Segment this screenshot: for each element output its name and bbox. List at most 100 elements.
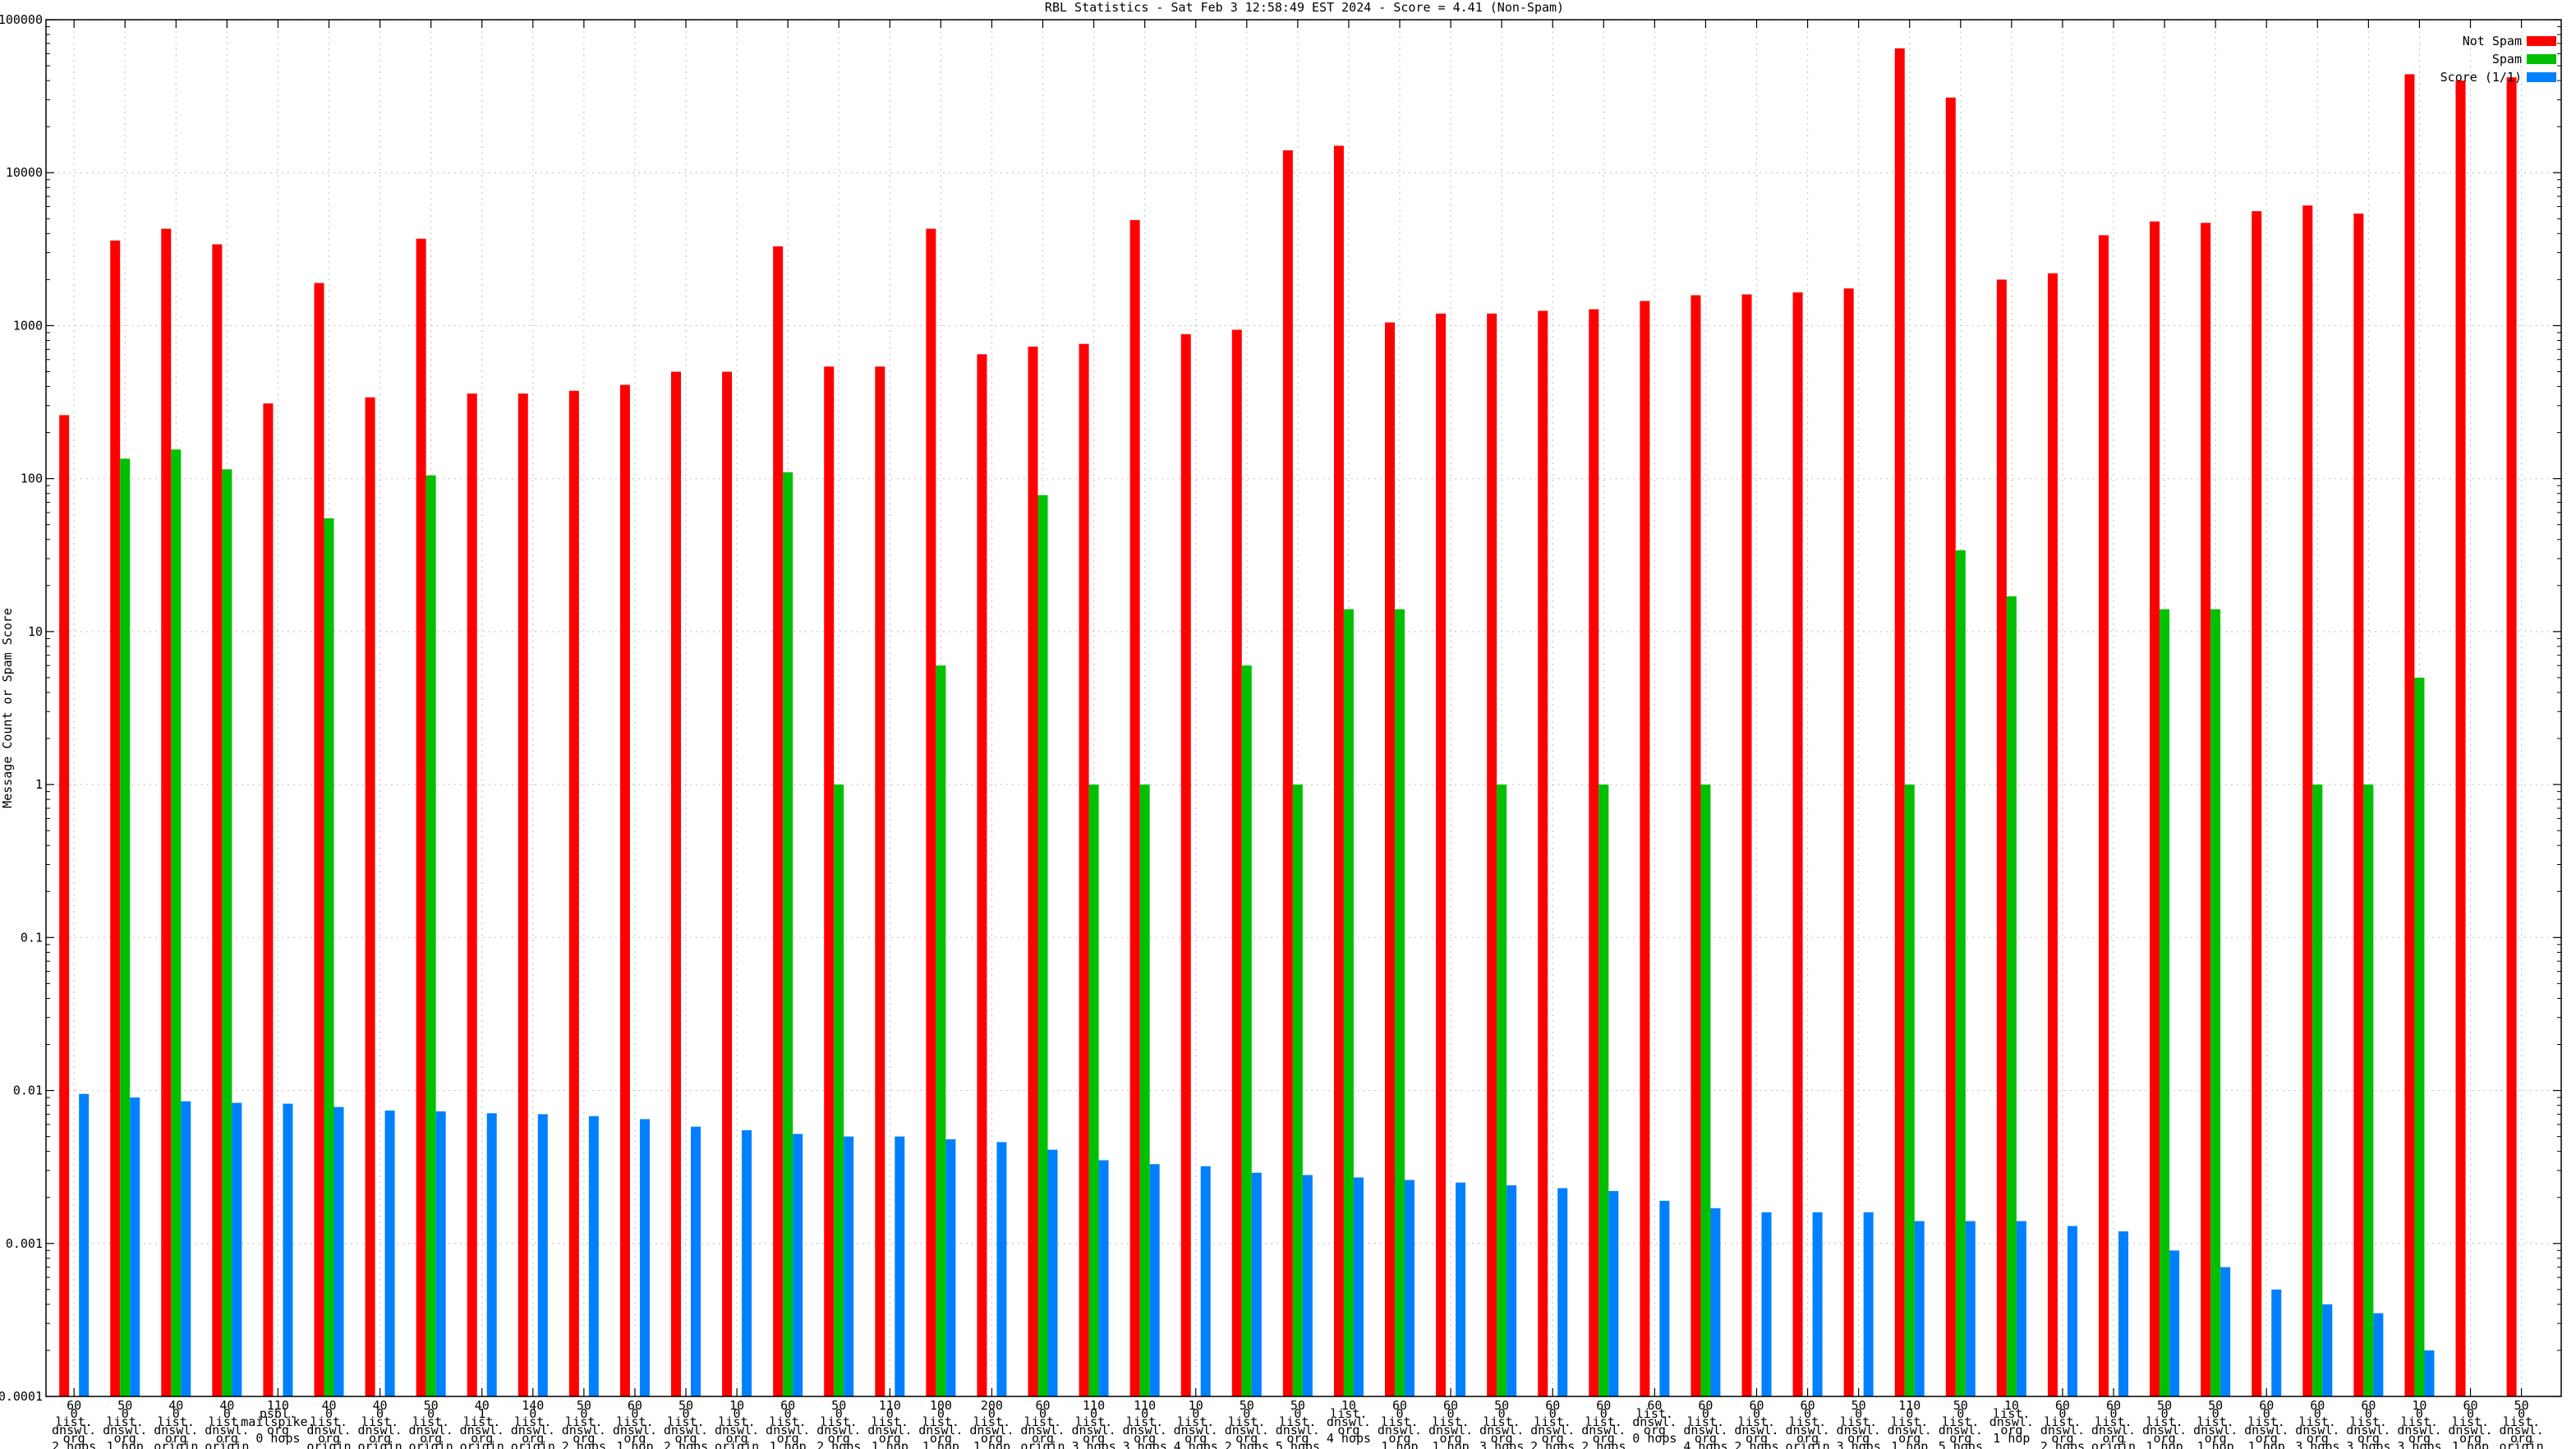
- x-tick-label: dnswl.: [1378, 1423, 1422, 1438]
- x-tick-label: 2 hops: [816, 1439, 861, 1449]
- x-tick-label: 60: [628, 1398, 642, 1413]
- x-tick-label: 40: [168, 1398, 183, 1413]
- x-tick-label: dnswl.: [816, 1423, 861, 1438]
- bar-not-spam: [2099, 235, 2109, 1396]
- x-tick-label: 0: [682, 1406, 689, 1421]
- bar-not-spam: [1945, 97, 1956, 1397]
- bar-score: [334, 1106, 344, 1396]
- x-tick-label: list.: [1126, 1414, 1163, 1429]
- x-tick-label: org: [1388, 1431, 1410, 1446]
- bar-not-spam: [2455, 80, 2466, 1397]
- x-tick-label: 0: [1192, 1406, 1199, 1421]
- x-tick-label: 60: [1749, 1398, 1764, 1413]
- legend-swatch: [2527, 54, 2556, 64]
- x-tick-label: org: [2000, 1423, 2022, 1438]
- x-tick-label: 0: [1396, 1406, 1403, 1421]
- x-tick-label: 0: [1447, 1406, 1455, 1421]
- x-tick-label: list.: [821, 1414, 858, 1429]
- x-tick-label: 0 hops: [255, 1431, 300, 1446]
- bar-spam: [2210, 609, 2221, 1396]
- x-tick-label: 1: [478, 1406, 485, 1421]
- bar-not-spam: [1640, 301, 1650, 1396]
- x-tick-label: dnswl.: [2193, 1423, 2238, 1438]
- x-tick-label: 110: [879, 1398, 901, 1413]
- bar-not-spam: [875, 366, 886, 1396]
- x-tick-label: 50: [831, 1398, 846, 1413]
- x-tick-label: org: [267, 1423, 289, 1438]
- x-tick-label: 0: [734, 1406, 741, 1421]
- bar-spam: [1598, 784, 1609, 1396]
- x-tick-label: dnswl.: [52, 1423, 96, 1438]
- x-tick-label: org: [1491, 1431, 1513, 1446]
- x-tick-label: org: [1083, 1431, 1105, 1446]
- x-tick-label: 0: [376, 1406, 384, 1421]
- legend-swatch: [2527, 36, 2556, 46]
- x-tick-label: list.: [2350, 1414, 2387, 1429]
- x-tick-label: list.: [2248, 1414, 2285, 1429]
- x-tick-label: org: [1695, 1431, 1717, 1446]
- x-tick-label: origin: [2091, 1439, 2136, 1449]
- bar-score: [2322, 1304, 2333, 1396]
- x-tick-label: 0: [784, 1406, 792, 1421]
- bar-score: [384, 1110, 395, 1396]
- x-tick-label: 0: [1855, 1406, 1862, 1421]
- bar-not-spam: [722, 371, 733, 1396]
- bar-score: [181, 1101, 191, 1396]
- x-tick-label: 0: [1090, 1406, 1097, 1421]
- x-tick-label: dnswl.: [664, 1423, 708, 1438]
- x-tick-label: list.: [922, 1414, 959, 1429]
- x-tick-label: org: [114, 1431, 136, 1446]
- bar-score: [742, 1129, 752, 1396]
- x-tick-label: dnswl.: [1225, 1423, 1269, 1438]
- bar-not-spam: [416, 238, 426, 1396]
- x-tick-label: 0: [886, 1406, 894, 1421]
- bar-score: [1812, 1212, 1823, 1396]
- x-tick-label: 3 hops: [1071, 1439, 1116, 1449]
- x-tick-label: list.: [2146, 1414, 2183, 1429]
- bar-spam: [1904, 784, 1915, 1396]
- x-tick-label: list.: [1840, 1414, 1877, 1429]
- bar-spam: [171, 449, 182, 1396]
- x-tick-label: 110: [1083, 1398, 1105, 1413]
- x-tick-label: org: [930, 1431, 952, 1446]
- x-tick-label: 5 hops: [1939, 1439, 1983, 1449]
- x-tick-label: org: [2358, 1431, 2380, 1446]
- bar-not-spam: [1028, 346, 1038, 1397]
- bar-spam: [1955, 550, 1966, 1396]
- x-tick-label: list.: [872, 1414, 908, 1429]
- bar-not-spam: [1792, 292, 1803, 1396]
- x-tick-label: 60: [2106, 1398, 2121, 1413]
- x-tick-label: org: [2154, 1431, 2176, 1446]
- x-tick-label: dnswl.: [2040, 1423, 2085, 1438]
- x-tick-label: 50: [424, 1398, 439, 1413]
- x-tick-label: list.: [1534, 1414, 1571, 1429]
- bar-score: [2271, 1289, 2282, 1396]
- bar-not-spam: [1079, 343, 1089, 1396]
- x-tick-label: list.: [565, 1414, 602, 1429]
- x-tick-label: list.: [361, 1414, 398, 1429]
- x-tick-label: origin: [306, 1439, 351, 1449]
- x-tick-label: list.: [1177, 1414, 1214, 1429]
- x-tick-label: org: [2205, 1431, 2227, 1446]
- x-tick-label: 0: [2109, 1406, 2117, 1421]
- x-tick-label: org: [1796, 1431, 1819, 1446]
- x-tick-label: psbl.: [260, 1406, 297, 1421]
- x-tick-label: 50: [1290, 1398, 1305, 1413]
- x-tick-label: origin: [357, 1439, 402, 1449]
- bar-score: [1914, 1221, 1925, 1396]
- bar-spam: [120, 458, 131, 1396]
- x-tick-label: org: [1593, 1431, 1615, 1446]
- bar-score: [1405, 1180, 1415, 1396]
- x-tick-label: org: [726, 1431, 748, 1446]
- bar-spam: [1241, 665, 1252, 1396]
- x-tick-label: origin: [1020, 1439, 1065, 1449]
- x-tick-label: 100: [930, 1398, 952, 1413]
- x-tick-label: 1 hop: [1381, 1439, 1418, 1449]
- x-tick-label: 2 hops: [562, 1439, 606, 1449]
- bar-not-spam: [568, 390, 579, 1396]
- x-tick-label: origin: [715, 1439, 759, 1449]
- legend: Not Spam Spam Score (1/1): [2440, 34, 2556, 85]
- bar-not-spam: [1436, 313, 1447, 1397]
- x-tick-label: 0: [223, 1406, 231, 1421]
- x-tick-label: dnswl.: [1837, 1423, 1881, 1438]
